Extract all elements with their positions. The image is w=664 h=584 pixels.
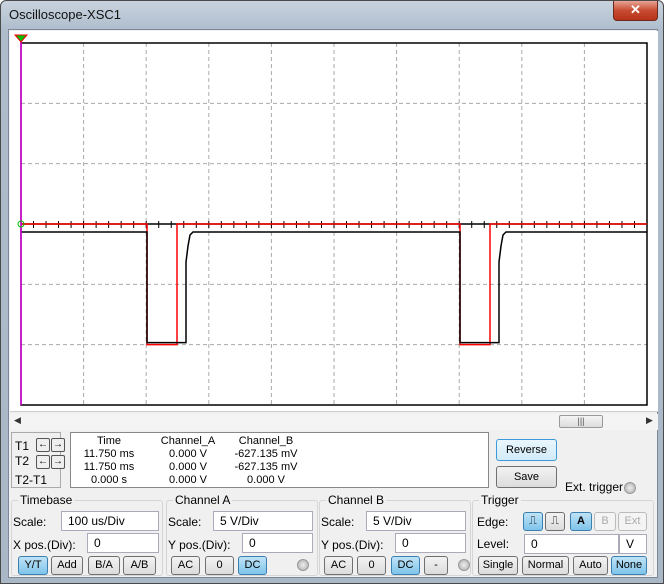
t2-left-button[interactable]: ← (36, 455, 50, 469)
scope-screen (13, 34, 648, 406)
trigger-single-button[interactable]: Single (478, 556, 518, 575)
measurement-readout: Time Channel_A Channel_B 11.750 ms 0.000… (70, 432, 489, 488)
mode-ab-button[interactable]: A/B (123, 556, 156, 575)
mode-ba-button[interactable]: B/A (88, 556, 120, 575)
channel-b-title: Channel B (326, 493, 387, 507)
channel-a-terminal[interactable] (297, 559, 309, 571)
close-icon: ✕ (630, 2, 641, 17)
channel-b-scale-input[interactable]: 5 V/Div (366, 511, 466, 531)
t1-time: 11.750 ms (83, 448, 135, 460)
scroll-right-icon[interactable]: ▶ (646, 415, 653, 425)
channel-a-ypos-input[interactable]: 0 (242, 533, 313, 553)
close-button[interactable]: ✕ (613, 1, 658, 21)
mode-yt-button[interactable]: Y/T (18, 556, 48, 575)
t2-channel-a: 0.000 V (169, 461, 207, 473)
t1-left-button[interactable]: ← (36, 438, 50, 452)
channel-b-ypos-label: Y pos.(Div): (321, 538, 384, 552)
channel-b-ypos-input[interactable]: 0 (395, 533, 466, 553)
edge-label: Edge: (477, 515, 509, 529)
channel-b-scale-label: Scale: (321, 515, 355, 529)
t1-channel-a: 0.000 V (169, 448, 207, 460)
rising-edge-button[interactable]: ⎍ (523, 512, 543, 531)
ext-trigger-terminal[interactable] (624, 482, 636, 494)
channel-b-terminal[interactable] (458, 559, 470, 571)
t2-t1-label: T2-T1 (15, 473, 48, 487)
level-label: Level: (477, 537, 510, 551)
scope-display (10, 31, 658, 412)
scroll-thumb[interactable]: ||| (559, 415, 603, 428)
t2-time: 11.750 ms (83, 461, 135, 473)
timebase-scale-label: Scale: (13, 515, 47, 529)
channel-a-scale-label: Scale: (168, 515, 202, 529)
channel-b-minus-button[interactable]: - (424, 556, 448, 575)
diff-channel-b: 0.000 V (247, 474, 285, 486)
t1-channel-b: -627.135 mV (234, 448, 298, 460)
cursor-controls: T1 ← → T2 ← → T2-T1 (11, 432, 65, 488)
channel-a-scale-input[interactable]: 5 V/Div (213, 511, 313, 531)
channel-a-ypos-label: Y pos.(Div): (168, 538, 231, 552)
trigger-none-button[interactable]: None (611, 556, 647, 575)
channel-a-dc-button[interactable]: DC (238, 556, 267, 575)
trigger-auto-button[interactable]: Auto (573, 556, 608, 575)
channel-b-zero-button[interactable]: 0 (357, 556, 386, 575)
diff-time: 0.000 s (90, 474, 128, 486)
scroll-left-icon[interactable]: ◀ (14, 415, 21, 425)
window-title: Oscilloscope-XSC1 (9, 7, 121, 22)
trigger-source-b[interactable]: B (594, 512, 616, 531)
channel-a-title: Channel A (173, 493, 233, 507)
header-channel-b: Channel_B (238, 435, 294, 447)
t1-label: T1 (15, 439, 30, 453)
timebase-group: Timebase Scale: 100 us/Div X pos.(Div): … (11, 493, 163, 576)
header-channel-a: Channel_A (160, 435, 216, 447)
reverse-button[interactable]: Reverse (496, 439, 557, 461)
cursor-t1-handle (13, 34, 29, 43)
trigger-title: Trigger (479, 493, 521, 507)
trigger-source-ext[interactable]: Ext (618, 512, 647, 531)
trigger-level-marker (17, 220, 25, 228)
t2-right-button[interactable]: → (51, 455, 65, 469)
trigger-source-a[interactable]: A (570, 512, 592, 531)
channel-b-ac-button[interactable]: AC (324, 556, 353, 575)
timebase-title: Timebase (18, 493, 75, 507)
xpos-input[interactable]: 0 (87, 533, 159, 553)
t2-channel-b: -627.135 mV (234, 461, 298, 473)
diff-channel-a: 0.000 V (169, 474, 207, 486)
trigger-group: Trigger Edge: ⎍ ⎍ A B Ext Level: 0 V Sin… (472, 493, 654, 576)
t2-label: T2 (15, 454, 30, 468)
trigger-normal-button[interactable]: Normal (522, 556, 569, 575)
timebase-scale-input[interactable]: 100 us/Div (61, 511, 159, 531)
ext-trigger-label: Ext. trigger (565, 480, 624, 494)
horizontal-scrollbar[interactable]: ◀ ||| ▶ (10, 414, 658, 430)
channel-a-zero-button[interactable]: 0 (205, 556, 234, 575)
save-button[interactable]: Save (496, 466, 557, 488)
channel-b-dc-button[interactable]: DC (391, 556, 420, 575)
rising-edge-icon: ⎍ (529, 515, 537, 527)
t1-right-button[interactable]: → (51, 438, 65, 452)
channel-a-group: Channel A Scale: 5 V/Div Y pos.(Div): 0 … (166, 493, 318, 576)
client-area: ◀ ||| ▶ T1 ← → T2 ← → T2-T1 Time Channel… (8, 29, 658, 578)
trigger-level-unit[interactable]: V (619, 534, 647, 554)
falling-edge-button[interactable]: ⎍ (545, 512, 565, 531)
channel-b-group: Channel B Scale: 5 V/Div Y pos.(Div): 0 … (319, 493, 471, 576)
channel-a-ac-button[interactable]: AC (171, 556, 200, 575)
trigger-level-input[interactable]: 0 (524, 534, 619, 554)
header-time: Time (96, 435, 122, 447)
channel-b-trace (21, 231, 647, 344)
falling-edge-icon: ⎍ (551, 515, 559, 527)
mode-add-button[interactable]: Add (51, 556, 83, 575)
xpos-label: X pos.(Div): (13, 538, 76, 552)
